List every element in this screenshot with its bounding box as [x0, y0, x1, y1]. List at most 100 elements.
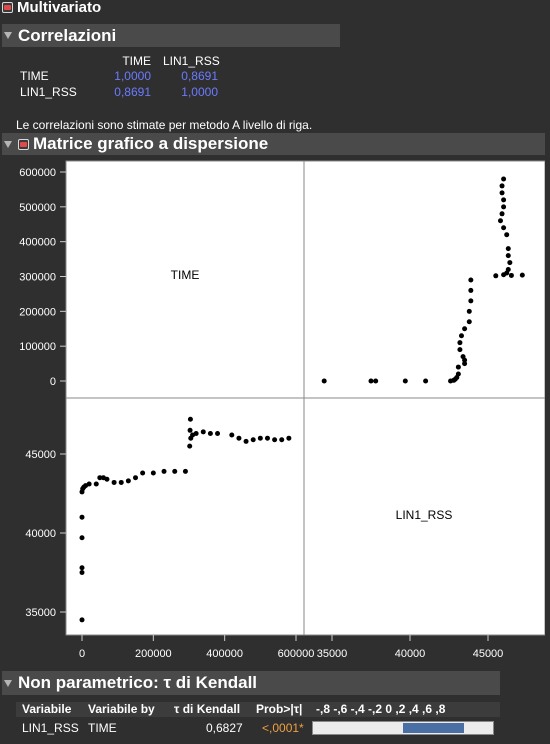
- y-tick-label-time: 0: [50, 376, 56, 388]
- scatter-point-lin1-vs-time: [507, 260, 513, 266]
- scatter-point-lin1-vs-time: [321, 378, 327, 384]
- y-tick-label-time: 100000: [19, 341, 56, 353]
- scatter-point-lin1-vs-time: [505, 253, 511, 259]
- scatter-point-time-vs-lin1: [243, 438, 249, 444]
- x-tick-label-lin1: 35000: [317, 648, 348, 660]
- scatter-point-lin1-vs-time: [457, 340, 463, 346]
- x-tick-label-lin1: 40000: [395, 648, 426, 660]
- corr-column-lin1: LIN1_RSS: [163, 54, 220, 68]
- red-triangle-menu-icon[interactable]: [18, 138, 29, 150]
- scatter-point-lin1-vs-time: [466, 308, 472, 314]
- scatter-point-lin1-vs-time: [402, 378, 408, 384]
- y-tick-label-time: 500000: [19, 202, 56, 214]
- multivariate-header[interactable]: Multivariato: [0, 0, 550, 16]
- scatter-point-time-vs-lin1: [187, 427, 193, 433]
- scatter-point-lin1-vs-time: [423, 378, 429, 384]
- kendall-header[interactable]: Non parametrico: τ di Kendall: [2, 671, 500, 695]
- diagonal-label-lin1: LIN1_RSS: [396, 508, 453, 522]
- red-triangle-menu-icon[interactable]: [2, 2, 13, 13]
- scatter-point-lin1-vs-time: [505, 246, 511, 252]
- x-tick-label-lin1: 45000: [473, 648, 504, 660]
- scatter-point-time-vs-lin1: [264, 435, 270, 441]
- kendall-title: Non parametrico: τ di Kendall: [18, 673, 258, 692]
- multivariate-title: Multivariato: [17, 0, 102, 16]
- scatter-point-lin1-vs-time: [501, 204, 507, 210]
- kendall-col-plot: [312, 702, 500, 717]
- scatter-point-time-vs-lin1: [97, 475, 103, 481]
- scatter-point-lin1-vs-time: [458, 333, 464, 339]
- corr-value: 0,8691: [181, 69, 218, 83]
- scatter-point-time-vs-lin1: [133, 475, 138, 481]
- x-tick-label-time: 200000: [135, 648, 172, 660]
- correlation-method-note: Le correlazioni sono stimate per metodo …: [16, 118, 313, 132]
- scatter-point-lin1-vs-time: [468, 287, 474, 293]
- kendall-tau-bar-fill: [403, 723, 465, 733]
- scatter-point-time-vs-lin1: [236, 435, 242, 441]
- correlations-title: Correlazioni: [18, 25, 117, 45]
- disclosure-triangle-icon[interactable]: [4, 140, 12, 148]
- scatter-point-lin1-vs-time: [468, 277, 474, 283]
- corr-value: 1,0000: [181, 85, 218, 99]
- scatter-point-lin1-vs-time: [505, 267, 511, 273]
- kendall-col-variable: Variabile: [16, 702, 84, 717]
- scatter-point-time-vs-lin1: [79, 565, 85, 571]
- disclosure-triangle-icon[interactable]: [4, 679, 12, 687]
- scatter-point-time-vs-lin1: [172, 468, 178, 474]
- scatter-point-time-vs-lin1: [125, 478, 131, 484]
- scatter-point-lin1-vs-time: [468, 298, 474, 304]
- y-tick-label-time: 600000: [19, 167, 56, 179]
- y-tick-label-lin1: 35000: [25, 607, 56, 619]
- corr-value: 0,8691: [114, 85, 151, 99]
- scatter-point-time-vs-lin1: [187, 443, 193, 449]
- y-tick-label-time: 200000: [19, 306, 56, 318]
- scatter-point-lin1-vs-time: [455, 371, 461, 377]
- corr-row-label: TIME: [20, 69, 49, 83]
- scatter-point-lin1-vs-time: [462, 361, 468, 367]
- scatter-point-time-vs-lin1: [79, 535, 85, 541]
- scatter-point-lin1-vs-time: [455, 364, 461, 370]
- x-tick-label-time: 0: [79, 648, 85, 660]
- kendall-row-variable: LIN1_RSS: [22, 721, 79, 735]
- correlations-header[interactable]: Correlazioni: [2, 24, 340, 47]
- scatter-point-time-vs-lin1: [104, 476, 110, 482]
- scatter-point-lin1-vs-time: [497, 218, 503, 224]
- scatter-point-lin1-vs-time: [368, 378, 374, 384]
- scatter-point-lin1-vs-time: [501, 225, 507, 231]
- x-tick-label-time: 600000: [278, 648, 315, 660]
- scatter-point-time-vs-lin1: [279, 437, 285, 443]
- scatter-point-time-vs-lin1: [150, 470, 156, 476]
- scatter-point-time-vs-lin1: [79, 570, 85, 575]
- kendall-col-tau: τ di Kendall: [168, 702, 250, 717]
- corr-value: 1,0000: [114, 69, 151, 83]
- disclosure-triangle-icon[interactable]: [4, 32, 12, 39]
- scatter-point-lin1-vs-time: [499, 190, 505, 196]
- scatter-point-lin1-vs-time: [499, 211, 505, 217]
- scatter-matrix-title: Matrice grafico a dispersione: [33, 134, 269, 153]
- scatter-point-time-vs-lin1: [200, 429, 206, 435]
- y-tick-label-lin1: 40000: [25, 528, 56, 540]
- scatter-point-time-vs-lin1: [111, 479, 117, 485]
- scatter-point-time-vs-lin1: [161, 468, 167, 474]
- scatter-point-time-vs-lin1: [140, 470, 146, 476]
- kendall-row-tau: 0,6827: [206, 721, 243, 735]
- scatter-point-lin1-vs-time: [501, 197, 507, 203]
- corr-column-time: TIME: [122, 54, 151, 68]
- y-tick-label-lin1: 45000: [25, 449, 56, 461]
- scatter-matrix-header[interactable]: Matrice grafico a dispersione: [2, 133, 545, 155]
- scatter-point-lin1-vs-time: [457, 347, 463, 353]
- diagonal-label-time: TIME: [171, 268, 200, 282]
- scatter-point-time-vs-lin1: [79, 617, 85, 623]
- scatter-point-lin1-vs-time: [373, 378, 379, 384]
- scatter-point-time-vs-lin1: [286, 435, 292, 441]
- corr-row-label: LIN1_RSS: [20, 85, 77, 99]
- scatter-point-time-vs-lin1: [187, 416, 193, 422]
- scatter-point-time-vs-lin1: [272, 437, 278, 443]
- scatter-point-time-vs-lin1: [93, 481, 99, 487]
- kendall-row-variable-by: TIME: [88, 721, 117, 735]
- kendall-col-prob: Prob>|τ|: [250, 702, 312, 717]
- kendall-tau-bar: [312, 721, 494, 735]
- kendall-col-variable-by: Variabile by: [84, 702, 168, 717]
- x-tick-label-time: 400000: [206, 648, 243, 660]
- scatter-point-lin1-vs-time: [504, 232, 510, 238]
- scatter-point-time-vs-lin1: [182, 468, 188, 474]
